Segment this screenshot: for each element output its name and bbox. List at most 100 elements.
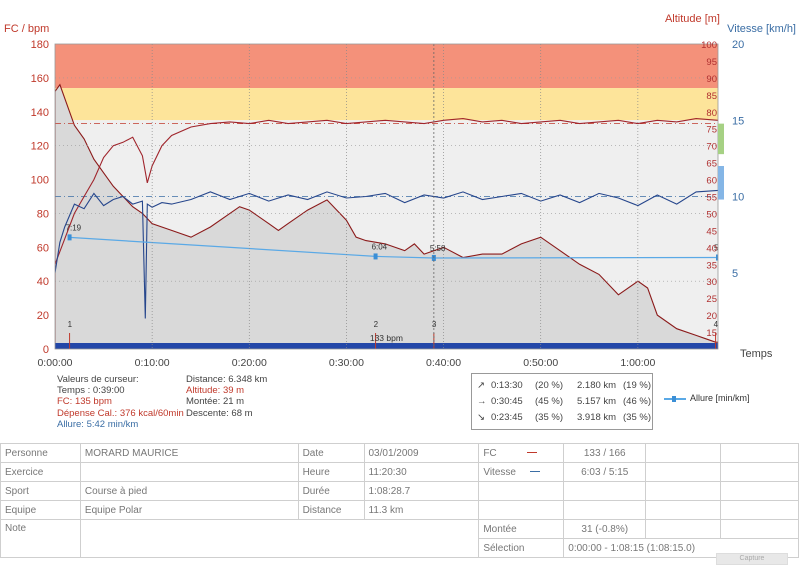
table-cell-note: Note: [0, 519, 81, 558]
table-cell: 11.3 km: [363, 500, 480, 520]
y-tick-label: 120: [31, 141, 49, 153]
arrow-up-icon: ↗: [477, 380, 485, 391]
cursor-info-left: Valeurs de curseur: Temps : 0:39:00 FC: …: [57, 374, 184, 430]
y-tick-label: 20: [37, 310, 49, 322]
lap-marker-label: 1: [68, 320, 73, 329]
speed-label: Vitesse: [483, 466, 516, 478]
altitude-tick-label: 15: [706, 328, 717, 339]
arrow-right-icon: →: [477, 396, 487, 407]
altitude-tick-label: 20: [706, 311, 717, 322]
altitude-tick-label: 30: [706, 277, 717, 288]
table-cell: Equipe Polar: [79, 500, 299, 520]
x-tick-label: 0:50:00: [523, 357, 558, 369]
slope-pct: (20 %): [535, 380, 563, 391]
table-cell: 11:20:30: [363, 462, 480, 482]
table-cell: [478, 500, 565, 520]
series-allure-line: [69, 236, 718, 259]
altitude-tick-label: 35: [706, 260, 717, 271]
x-tick-label: 0:10:00: [135, 357, 170, 369]
allure-point: [716, 254, 718, 261]
table-cell: Personne: [0, 443, 81, 463]
table-row: Note Montée 31 (-0.8%): [0, 519, 799, 558]
cursor-time: Temps : 0:39:00: [57, 385, 125, 397]
slope-time: 0:30:45: [491, 396, 523, 407]
altitude-tick-label: 70: [706, 142, 717, 153]
cursor-altitude: Altitude: 39 m: [186, 385, 245, 397]
cursor-calories: Dépense Cal.: 376 kcal/60min: [57, 407, 184, 419]
pace-legend-swatch: [664, 395, 686, 402]
right-zone-indicator: [718, 123, 724, 155]
altitude-tick-label: 100: [701, 40, 717, 51]
table-cell: [720, 500, 799, 520]
table-cell: 1:08:28.7: [363, 481, 480, 501]
hr-line-icon: [527, 452, 538, 454]
plot-area[interactable]: 7:19 6:04 5:58 5:50 1 2 3 4 133 bpm: [55, 44, 730, 349]
table-cell: [720, 519, 799, 539]
y-tick-label: 0: [43, 344, 49, 356]
table-cell: MORARD MAURICE: [79, 443, 299, 463]
note-field[interactable]: [79, 519, 480, 558]
left-axis-title: FC / bpm: [4, 23, 49, 35]
altitude-tick-label: 75: [706, 125, 717, 136]
table-row: Equipe Equipe Polar Distance 11.3 km: [0, 500, 799, 520]
slope-dist: 5.157 km: [577, 396, 617, 407]
altitude-tick-label: 65: [706, 159, 717, 170]
table-cell: 31 (-0.8%): [563, 519, 647, 539]
altitude-tick-label: 55: [706, 193, 717, 204]
y-tick-label: 100: [31, 175, 49, 187]
table-cell: [720, 481, 799, 501]
table-cell: [645, 500, 722, 520]
x-tick-label: 0:20:00: [232, 357, 267, 369]
lap-marker-label: 3: [432, 320, 437, 329]
table-cell: 6:03 / 5:15: [563, 462, 647, 482]
table-cell: [645, 462, 722, 482]
table-row: Personne MORARD MAURICE Date 03/01/2009 …: [0, 443, 799, 463]
pace-legend-label: Allure [min/km]: [690, 393, 750, 403]
arrow-down-icon: ↘: [477, 412, 485, 423]
altitude-tick-label: 85: [706, 91, 717, 102]
cursor-hr: FC: 135 bpm: [57, 396, 112, 408]
allure-label: 5:50: [714, 244, 730, 253]
slope-dpct: (35 %): [623, 412, 651, 423]
speed-tick-label: 5: [732, 268, 738, 280]
right-speed-indicator: [718, 166, 724, 200]
cursor-descent: Descente: 68 m: [186, 407, 253, 419]
y-tick-label: 140: [31, 107, 49, 119]
y-tick-label: 180: [31, 39, 49, 51]
cursor-title: Valeurs de curseur:: [57, 374, 139, 385]
altitude-tick-label: 90: [706, 74, 717, 85]
y-tick-label: 160: [31, 73, 49, 85]
x-tick-label: 1:00:00: [620, 357, 655, 369]
cursor-info-right: Distance: 6.348 km Altitude: 39 m Montée…: [186, 374, 267, 419]
table-cell: Sport: [0, 481, 81, 501]
series-fc-line: [55, 118, 718, 265]
x-axis-title: Temps: [740, 348, 773, 360]
allure-label: 6:04: [372, 242, 388, 251]
speed-tick-label: 20: [732, 39, 744, 51]
table-row: Sport Course à pied Durée 1:08:28.7: [0, 481, 799, 501]
table-cell: Equipe: [0, 500, 81, 520]
table-cell: [645, 443, 722, 463]
table-cell: [563, 481, 647, 501]
allure-point: [373, 253, 378, 260]
speed-tick-label: 10: [732, 192, 744, 204]
table-cell: [720, 443, 799, 463]
cursor-distance: Distance: 6.348 km: [186, 374, 268, 385]
table-cell: [645, 519, 722, 539]
hr-label: FC: [483, 447, 497, 459]
slope-dist: 2.180 km: [577, 380, 617, 391]
cursor-ascent: Montée: 21 m: [186, 396, 245, 408]
slope-dpct: (46 %): [623, 396, 651, 407]
y-tick-label: 40: [37, 276, 49, 288]
lap-marker-label: 4: [714, 320, 719, 329]
altitude-tick-label: 25: [706, 294, 717, 305]
table-row: Exercice Heure 11:20:30 Vitesse 6:03 / 5…: [0, 462, 799, 482]
series-vitesse-line: [55, 189, 718, 319]
capture-button[interactable]: Capture: [716, 553, 788, 565]
altitude-axis-title: Altitude [m]: [665, 13, 720, 25]
exercise-info-table: Personne MORARD MAURICE Date 03/01/2009 …: [0, 443, 799, 558]
table-cell: Distance: [297, 500, 365, 520]
table-cell: Heure: [297, 462, 365, 482]
activity-chart[interactable]: 7:196:045:585:501234133 bpm 020406080100…: [0, 0, 799, 375]
axes-labels: 0204060801001201401601801520253035404550…: [31, 39, 745, 369]
